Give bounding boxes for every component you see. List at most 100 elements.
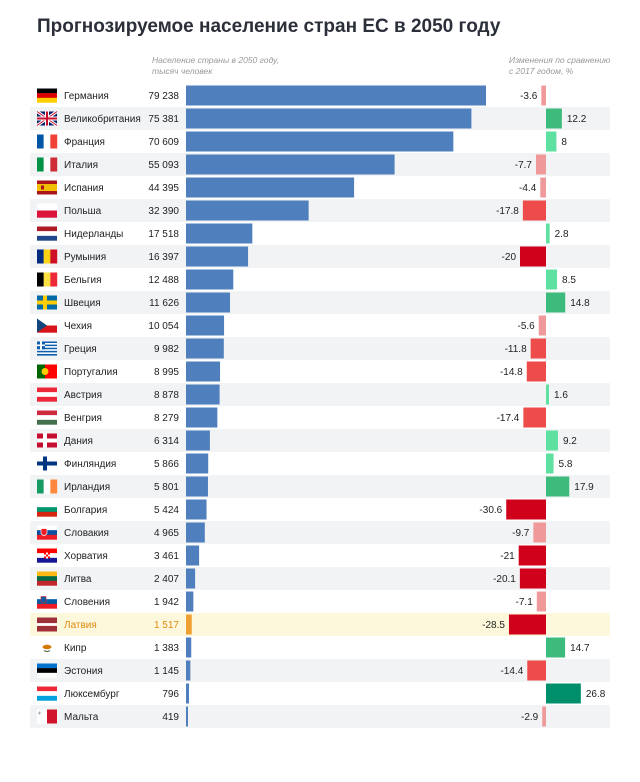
row-background (30, 705, 610, 728)
population-bar (186, 108, 472, 129)
population-bar (186, 660, 191, 681)
population-bar (186, 131, 454, 152)
change-bar (535, 154, 546, 175)
chart-row: Ирландия 5 801 17.9 (30, 475, 610, 498)
country-name: Румыния (64, 252, 106, 263)
change-bar (546, 292, 566, 313)
population-bar (186, 614, 192, 635)
country-name: Италия (64, 160, 98, 171)
population-value-label: 12 488 (148, 275, 179, 286)
change-bar (508, 614, 546, 635)
change-value-label: 1.6 (554, 390, 568, 401)
change-value-label: 8 (561, 137, 567, 148)
chart-row: Германия 79 238 -3.6 (37, 85, 546, 106)
population-value-label: 44 395 (148, 183, 179, 194)
population-value-label: 11 626 (149, 298, 179, 309)
change-value-label: -7.1 (516, 597, 534, 608)
change-value-label: 8.5 (562, 275, 576, 286)
change-bar (546, 476, 570, 497)
flag-gb-icon (36, 110, 58, 127)
population-header-line-2: тысяч человек (152, 66, 213, 76)
population-value-label: 5 866 (154, 459, 179, 470)
population-value-label: 419 (162, 712, 179, 723)
flag-dk-icon (37, 433, 57, 448)
chart-row: Чехия 10 054 -5.6 (37, 315, 546, 336)
flag-pl-icon (37, 203, 57, 218)
chart-row: Хорватия 3 461 -21 (37, 545, 546, 566)
flag-lv-icon (37, 617, 57, 632)
row-background (30, 245, 610, 268)
chart-row: Испания 44 395 -4.4 (37, 177, 546, 198)
flag-lt-icon (37, 571, 57, 586)
change-bar (520, 246, 546, 267)
population-value-label: 8 995 (154, 367, 179, 378)
population-bar (186, 637, 192, 658)
flag-bg-icon (37, 502, 57, 517)
flag-pt-icon (37, 364, 57, 379)
change-bar (533, 522, 546, 543)
row-background (30, 337, 610, 360)
change-bar (546, 637, 566, 658)
chart-row: Финляндия 5 866 5.8 (37, 453, 573, 474)
flag-ee-icon (37, 663, 57, 678)
country-name: Нидерланды (64, 229, 123, 240)
change-bar (522, 200, 546, 221)
change-header-line-2: с 2017 годом, % (509, 66, 574, 76)
population-bar (186, 269, 234, 290)
change-bar (518, 545, 546, 566)
population-value-label: 796 (162, 689, 179, 700)
population-value-label: 8 878 (154, 390, 179, 401)
population-value-label: 10 054 (148, 321, 179, 332)
change-bar (546, 430, 558, 451)
population-value-label: 5 424 (154, 505, 179, 516)
row-background (30, 613, 610, 636)
flag-cy-icon (37, 640, 57, 655)
population-bar (186, 568, 196, 589)
chart-title: Прогнозируемое население стран ЕС в 2050… (37, 16, 501, 37)
chart-row: Бельгия 12 488 8.5 (37, 269, 576, 290)
change-value-label: -2.9 (521, 712, 539, 723)
country-name: Болгария (64, 505, 107, 516)
change-bar (546, 683, 581, 704)
row-background (30, 475, 610, 498)
country-name: Австрия (64, 390, 102, 401)
chart-row: Швеция 11 626 14.8 (30, 291, 610, 314)
change-bar (546, 384, 549, 405)
country-name: Испания (64, 183, 104, 194)
flag-lu-icon (37, 686, 57, 701)
change-value-label: 2.8 (555, 229, 569, 240)
change-value-label: -20 (502, 252, 517, 263)
country-name: Дания (64, 436, 93, 447)
change-bar (523, 407, 546, 428)
population-bar (186, 200, 309, 221)
population-value-label: 2 407 (154, 574, 179, 585)
chart-row: Польша 32 390 -17.8 (30, 199, 610, 222)
flag-at-icon (37, 387, 57, 402)
flag-sk-icon (37, 525, 57, 540)
population-column-header: Население страны в 2050 году, тысяч чело… (152, 55, 279, 77)
chart-row: Латвия 1 517 -28.5 (30, 613, 610, 636)
population-bar (186, 223, 253, 244)
population-bar (186, 361, 221, 382)
flag-si-icon (37, 594, 57, 609)
flag-nl-icon (37, 226, 57, 241)
change-value-label: -9.7 (512, 528, 530, 539)
country-name: Германия (64, 91, 109, 102)
population-value-label: 6 314 (154, 436, 179, 447)
change-header-line-1: Изменения по сравнению (509, 55, 611, 65)
flag-hr-icon (37, 548, 57, 563)
change-bar (546, 269, 558, 290)
change-value-label: 14.7 (570, 643, 590, 654)
chart-row: Эстония 1 145 -14.4 (30, 659, 610, 682)
chart-row: Дания 6 314 9.2 (30, 429, 610, 452)
change-value-label: -4.4 (519, 183, 537, 194)
country-name: Мальта (64, 712, 99, 723)
country-name: Португалия (64, 367, 118, 378)
change-bar (530, 338, 546, 359)
change-value-label: -14.8 (500, 367, 523, 378)
country-name: Хорватия (64, 551, 108, 562)
flag-fr-icon (37, 134, 58, 149)
change-value-label: 17.9 (574, 482, 594, 493)
change-value-label: -30.6 (479, 505, 502, 516)
